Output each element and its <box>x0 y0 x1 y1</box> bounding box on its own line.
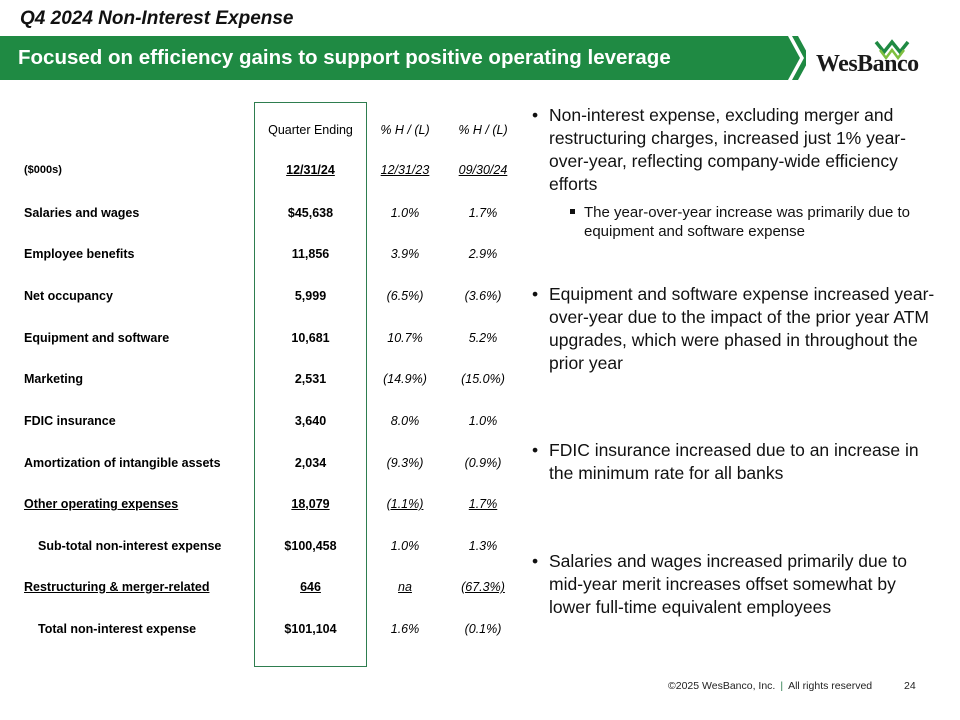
footer: ©2025 WesBanco, Inc. | All rights reserved <box>668 680 872 692</box>
row-label: Equipment and software <box>24 331 170 345</box>
bullet-dot-icon: • <box>532 284 539 304</box>
header-pct-2: % H / (L) <box>458 123 508 137</box>
row-quarter-value: $101,104 <box>284 622 337 636</box>
row-pct-qoq: 2.9% <box>468 247 498 261</box>
logo-wordmark: WesBanco <box>816 51 919 77</box>
square-bullet-icon <box>570 209 575 214</box>
header-pct-1: % H / (L) <box>380 123 430 137</box>
bullet-dot-icon: • <box>532 551 539 571</box>
row-pct-qoq: 1.0% <box>468 414 498 428</box>
sub-bullet-item: The year-over-year increase was primaril… <box>570 203 942 241</box>
row-label: Employee benefits <box>24 247 135 261</box>
banner-shape <box>0 36 806 80</box>
row-pct-yoy: (1.1%) <box>386 497 424 511</box>
row-pct-yoy: 3.9% <box>390 247 420 261</box>
header-quarter-ending: Quarter Ending <box>268 123 353 137</box>
row-pct-yoy: (6.5%) <box>386 289 424 303</box>
page-number: 24 <box>904 680 916 692</box>
bullet-text: FDIC insurance increased due to an incre… <box>549 440 919 483</box>
row-pct-qoq: 1.3% <box>468 539 498 553</box>
bullet-item: • Equipment and software expense increas… <box>532 283 942 375</box>
row-pct-qoq: (15.0%) <box>461 372 505 386</box>
bullet-dot-icon: • <box>532 440 539 460</box>
row-quarter-value: 2,531 <box>294 372 327 386</box>
row-pct-qoq: 1.7% <box>468 497 498 511</box>
row-label: FDIC insurance <box>24 414 116 428</box>
row-pct-qoq: (3.6%) <box>464 289 502 303</box>
title-banner: Focused on efficiency gains to support p… <box>0 36 806 80</box>
row-pct-qoq: 5.2% <box>468 331 498 345</box>
bullet-text: Non-interest expense, excluding merger a… <box>549 105 906 194</box>
row-pct-qoq: (0.9%) <box>464 456 502 470</box>
row-quarter-value: 646 <box>300 580 321 594</box>
bullet-text: Equipment and software expense increased… <box>549 284 935 373</box>
row-label: Amortization of intangible assets <box>24 456 221 470</box>
row-label: Salaries and wages <box>24 206 140 220</box>
date-prior-quarter: 09/30/24 <box>458 163 508 177</box>
company-logo: WesBanco <box>814 38 934 78</box>
row-quarter-value: 11,856 <box>291 247 330 261</box>
row-pct-yoy: (9.3%) <box>386 456 424 470</box>
row-label: Restructuring & merger-related <box>24 580 210 594</box>
date-quarter: 12/31/24 <box>286 163 335 177</box>
row-pct-qoq: (0.1%) <box>464 622 502 636</box>
bullet-item: • FDIC insurance increased due to an inc… <box>532 439 942 485</box>
row-quarter-value: 5,999 <box>294 289 327 303</box>
row-label: Total non-interest expense <box>38 622 197 636</box>
row-quarter-value: 18,079 <box>291 497 330 511</box>
row-quarter-value: 3,640 <box>294 414 327 428</box>
row-quarter-value: 10,681 <box>291 331 330 345</box>
row-label: Sub-total non-interest expense <box>38 539 222 553</box>
row-pct-yoy: 1.0% <box>390 539 420 553</box>
row-pct-qoq: 1.7% <box>468 206 498 220</box>
quarter-column-highlight <box>254 102 367 667</box>
row-label: Net occupancy <box>24 289 113 303</box>
row-label: Marketing <box>24 372 84 386</box>
date-prior-year: 12/31/23 <box>380 163 430 177</box>
row-pct-qoq: (67.3%) <box>461 580 505 594</box>
bullet-item: • Salaries and wages increased primarily… <box>532 550 942 619</box>
slide-title: Q4 2024 Non-Interest Expense <box>20 8 294 29</box>
units-label: ($000s) <box>24 164 62 176</box>
row-label: Other operating expenses <box>24 497 179 511</box>
row-pct-yoy: na <box>398 580 412 594</box>
row-pct-yoy: 1.0% <box>390 206 420 220</box>
sub-bullet-text: The year-over-year increase was primaril… <box>584 204 910 240</box>
bullet-text: Salaries and wages increased primarily d… <box>549 551 907 617</box>
footer-separator: | <box>780 680 784 692</box>
row-quarter-value: $45,638 <box>287 206 334 220</box>
row-pct-yoy: 1.6% <box>390 622 420 636</box>
copyright-text: ©2025 WesBanco, Inc. <box>668 680 776 692</box>
logo-chevron-icon <box>874 39 910 60</box>
banner-text: Focused on efficiency gains to support p… <box>18 46 671 69</box>
rights-text: All rights reserved <box>788 680 873 692</box>
row-quarter-value: $100,458 <box>284 539 337 553</box>
row-quarter-value: 2,034 <box>294 456 327 470</box>
bullet-dot-icon: • <box>532 105 539 125</box>
row-pct-yoy: (14.9%) <box>383 372 427 386</box>
row-pct-yoy: 10.7% <box>387 331 423 345</box>
row-pct-yoy: 8.0% <box>390 414 420 428</box>
bullet-item: • Non-interest expense, excluding merger… <box>532 104 942 196</box>
